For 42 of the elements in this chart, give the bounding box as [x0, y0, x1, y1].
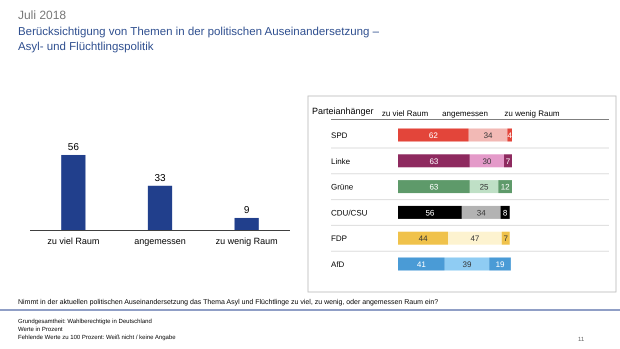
data-label: 12 [500, 182, 510, 192]
chart-subtitle: Berücksichtigung von Themen in der politischen Auseinandersetzung – Asyl- und Flüchtlingspolitik [18, 26, 380, 53]
bar [470, 154, 504, 168]
y-tick-label: Grüne [331, 182, 354, 192]
data-label: 44 [418, 234, 428, 244]
y-tick-label: AfD [331, 260, 345, 269]
chart-title: Parteianhänger [312, 106, 374, 116]
data-label: 62 [428, 131, 438, 140]
chart-title: Juli 2018 [18, 8, 66, 22]
data-label: 8 [502, 208, 508, 218]
data-label: 63 [429, 182, 439, 192]
data-label: 33 [154, 172, 166, 184]
y-tick-label: SPD [331, 131, 348, 140]
x-tick-label: zu viel Raum [47, 236, 100, 246]
data-label: 30 [482, 156, 492, 166]
series-label: zu wenig Raum [504, 109, 560, 118]
data-label: 39 [462, 260, 472, 269]
series-label: zu viel Raum [382, 109, 428, 118]
data-label: 41 [416, 260, 426, 269]
data-label: 56 [68, 142, 80, 153]
series-label: angemessen [442, 109, 488, 118]
data-label: 34 [476, 208, 486, 218]
data-label: 34 [484, 131, 494, 140]
data-label: 63 [429, 156, 439, 166]
y-tick-label: CDU/CSU [331, 208, 368, 218]
y-tick-label: FDP [331, 234, 347, 244]
data-label: 19 [496, 260, 506, 269]
x-tick-label: angemessen [134, 236, 186, 246]
x-tick-label: zu wenig Raum [216, 236, 278, 246]
data-label: 4 [507, 131, 512, 140]
bar [468, 128, 508, 142]
bar [444, 258, 490, 270]
data-label: 47 [470, 234, 480, 244]
data-label: 25 [480, 182, 490, 192]
bar [470, 180, 498, 194]
bar [448, 232, 502, 245]
data-label: 7 [506, 156, 511, 166]
data-label: 7 [504, 234, 509, 244]
data-label: 56 [425, 208, 435, 218]
data-label: 9 [244, 204, 250, 216]
bar [462, 206, 501, 219]
y-tick-label: Linke [331, 156, 351, 166]
